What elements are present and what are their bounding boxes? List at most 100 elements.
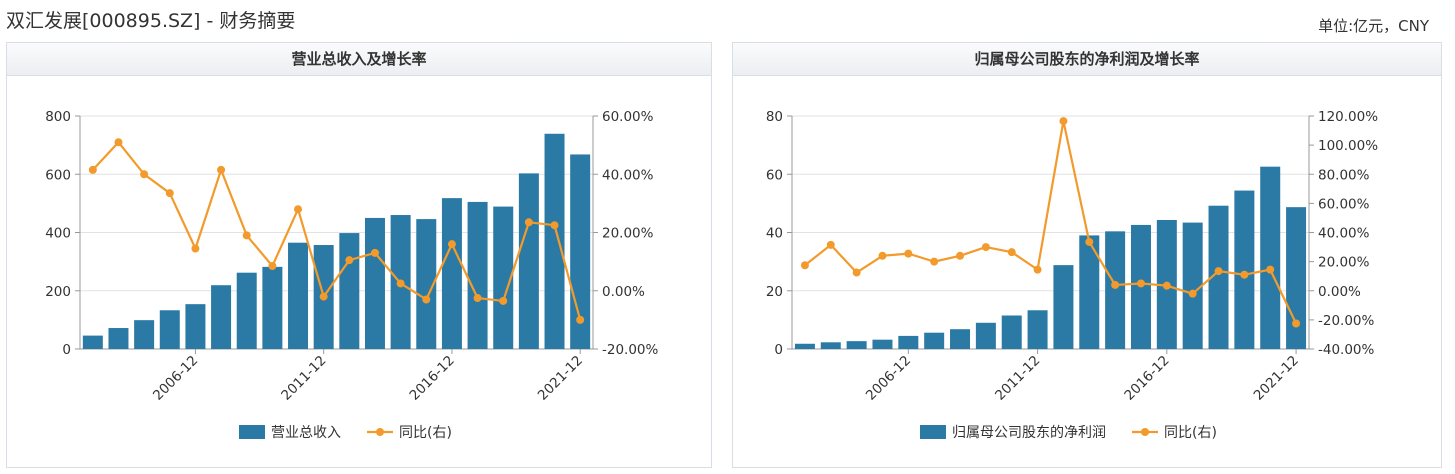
revenue-bar	[236, 272, 257, 349]
y2-tick-label: -20.00%	[1318, 313, 1375, 329]
revenue-growth-point	[191, 244, 200, 253]
legend-line-label: 同比(右)	[399, 425, 452, 441]
profit-bar	[1260, 166, 1281, 349]
y2-tick-label: 80.00%	[1318, 167, 1370, 183]
revenue-bar	[185, 304, 206, 349]
profit-growth-point	[1111, 280, 1120, 289]
profit-bar	[950, 329, 971, 349]
x-tick-label: 2006-12	[863, 353, 914, 404]
revenue-growth-point	[370, 248, 379, 257]
y-tick-label: 80	[766, 109, 783, 125]
profit-growth-point	[800, 261, 809, 270]
revenue-chart-panel: 营业总收入及增长率 0 200 400 600 800 -20.00% 0.00% 20.00…	[6, 42, 712, 468]
profit-growth-point	[852, 268, 861, 277]
unit-note: 单位:亿元，CNY	[1318, 17, 1429, 35]
legend-bar-swatch	[920, 425, 946, 439]
revenue-bar	[288, 242, 309, 349]
profit-growth-point	[878, 251, 887, 260]
profit-growth-point	[904, 249, 913, 258]
profit-growth-point	[930, 257, 939, 266]
profit-growth-point	[826, 240, 835, 249]
y2-tick-label: 0.00%	[1318, 284, 1361, 300]
y-tick-label: 0	[62, 342, 71, 358]
profit-bar	[794, 343, 815, 349]
y-tick-label: 800	[45, 109, 71, 125]
profit-growth-point	[1033, 265, 1042, 274]
y-tick-label: 200	[45, 284, 71, 300]
y2-tick-label: 60.00%	[1318, 196, 1370, 212]
profit-bar	[1001, 315, 1022, 349]
profit-chart-title: 归属母公司股东的净利润及增长率	[733, 43, 1441, 76]
revenue-growth-point	[447, 240, 456, 249]
x-tick-label: 2006-12	[150, 353, 201, 404]
page-title: 双汇发展[000895.SZ] - 财务摘要	[6, 10, 296, 32]
x-tick-label: 2016-12	[1121, 353, 1172, 404]
profit-growth-point	[1240, 270, 1249, 279]
profit-bar	[924, 332, 945, 349]
revenue-growth-line	[92, 141, 582, 321]
y-tick-label: 60	[766, 167, 783, 183]
revenue-growth-point	[165, 189, 174, 198]
x-tick-label: 2021-12	[1251, 353, 1302, 404]
profit-bar	[975, 322, 996, 349]
profit-bar	[898, 335, 919, 349]
revenue-growth-point	[345, 256, 354, 265]
profit-bar	[1105, 231, 1126, 349]
profit-growth-point	[981, 243, 990, 252]
revenue-growth-point	[242, 231, 251, 240]
profit-bar	[1182, 222, 1203, 349]
revenue-growth-point	[140, 170, 149, 179]
legend-bar-swatch	[239, 425, 265, 439]
legend-line-label: 同比(右)	[1164, 425, 1217, 441]
legend-bar-label: 归属母公司股东的净利润	[952, 424, 1106, 441]
profit-bar	[1053, 265, 1074, 349]
revenue-bar	[441, 198, 462, 349]
revenue-growth-point	[499, 296, 508, 305]
profit-bar	[1234, 190, 1255, 349]
revenue-growth-point	[576, 315, 585, 324]
y2-tick-label: 40.00%	[1318, 226, 1370, 242]
y2-tick-label: 20.00%	[602, 226, 654, 242]
profit-bar	[1286, 207, 1307, 349]
y-tick-label: 20	[766, 284, 783, 300]
profit-bar	[1208, 205, 1229, 349]
x-tick-label: 2011-12	[278, 353, 329, 404]
revenue-growth-point	[294, 205, 303, 214]
revenue-growth-point	[319, 292, 328, 301]
revenue-bar	[108, 328, 129, 349]
y-tick-label: 0	[774, 342, 783, 358]
y2-tick-label: 0.00%	[602, 284, 645, 300]
legend-line-marker	[376, 428, 384, 436]
revenue-chart: 0 200 400 600 800 -20.00% 0.00% 20.00% 40.00% 60.…	[45, 109, 659, 441]
revenue-growth-point	[524, 218, 533, 227]
revenue-bar	[82, 335, 103, 349]
profit-growth-point	[956, 251, 965, 260]
revenue-growth-point	[473, 294, 482, 303]
revenue-bar	[493, 206, 514, 349]
y2-tick-label: 100.00%	[1318, 138, 1378, 154]
y-tick-label: 600	[45, 167, 71, 183]
profit-growth-point	[1085, 237, 1094, 246]
y2-tick-label: 120.00%	[1318, 109, 1378, 125]
y-tick-label: 40	[766, 226, 783, 242]
profit-growth-point	[1188, 289, 1197, 298]
profit-growth-point	[1162, 281, 1171, 290]
revenue-bar	[364, 217, 385, 349]
legend-line-marker	[1141, 428, 1149, 436]
revenue-bar	[416, 219, 437, 349]
revenue-growth-point	[422, 295, 431, 304]
profit-growth-point	[1266, 265, 1275, 274]
revenue-growth-point	[88, 165, 97, 174]
legend-bar-label: 营业总收入	[271, 425, 341, 441]
profit-growth-point	[1214, 267, 1223, 276]
y2-tick-label: 40.00%	[602, 167, 654, 183]
profit-growth-point	[1292, 319, 1301, 328]
x-tick-label: 2011-12	[992, 353, 1043, 404]
profit-growth-point	[1136, 279, 1145, 288]
revenue-bar	[262, 266, 283, 349]
profit-bar	[872, 339, 893, 349]
revenue-growth-point	[550, 221, 559, 230]
profit-bar	[1079, 235, 1100, 349]
profit-bar	[1027, 310, 1048, 349]
y2-tick-label: -20.00%	[602, 342, 659, 358]
